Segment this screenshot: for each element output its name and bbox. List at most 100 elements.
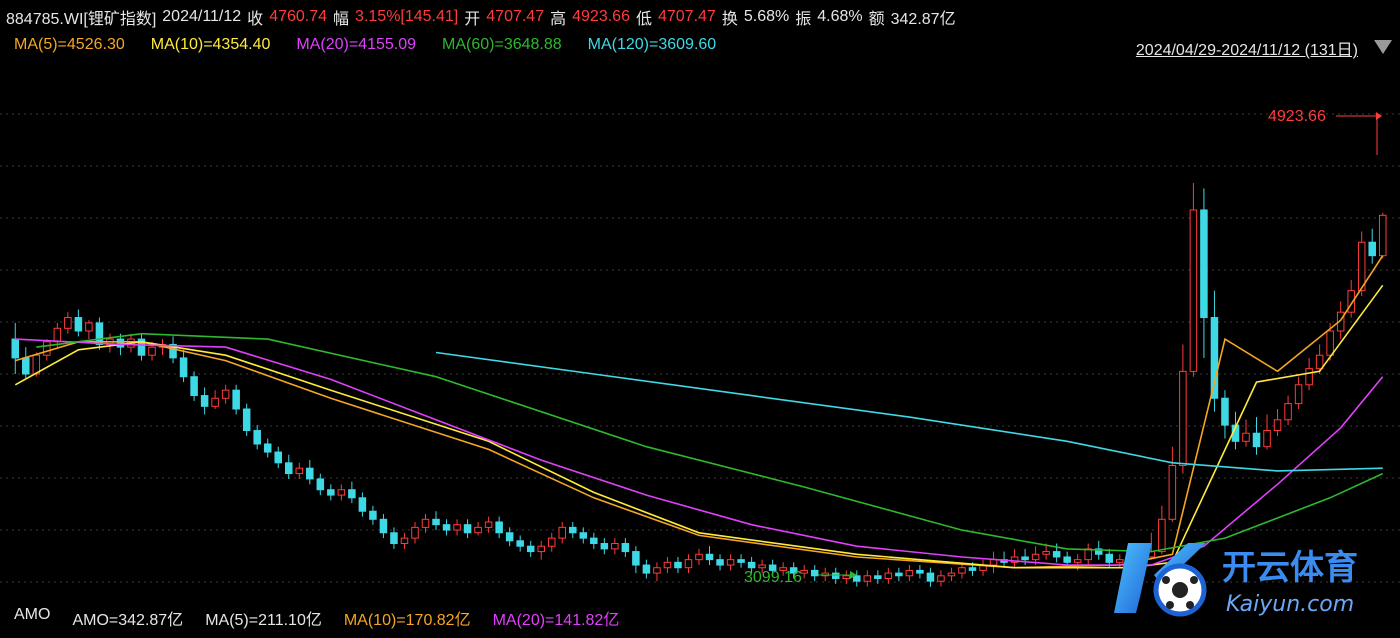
candles-layer xyxy=(11,183,1387,587)
svg-text:Kaiyun.com: Kaiyun.com xyxy=(1226,592,1354,617)
candle xyxy=(1221,390,1229,439)
candle xyxy=(842,570,851,584)
candle-body xyxy=(831,572,840,579)
candle-body xyxy=(1073,559,1082,563)
candle-body xyxy=(863,575,872,582)
candle xyxy=(64,312,72,334)
candle xyxy=(11,322,20,375)
candle xyxy=(695,548,703,566)
candle xyxy=(653,562,661,582)
candle xyxy=(95,317,104,350)
dropdown-arrow-icon[interactable] xyxy=(1374,40,1392,54)
candle xyxy=(1242,419,1250,447)
candle-body xyxy=(853,575,861,582)
candle xyxy=(579,527,588,544)
watermark-logo-icon: 开云体育 Kaiyun.com xyxy=(1114,543,1358,617)
candle xyxy=(800,565,808,579)
candle xyxy=(1158,505,1166,555)
candle-body xyxy=(1347,290,1355,313)
candle xyxy=(1315,344,1324,375)
ma120-legend[interactable]: MA(120)=3609.60 xyxy=(587,36,717,53)
candle xyxy=(253,425,261,450)
candle xyxy=(831,567,840,584)
candle xyxy=(179,349,188,383)
candle xyxy=(821,567,829,582)
ma10-legend[interactable]: MA(10)=4354.40 xyxy=(150,36,271,53)
candle xyxy=(421,513,430,533)
candle xyxy=(379,513,388,539)
date-range[interactable]: 2024/04/29-2024/11/12 (131日) xyxy=(1135,42,1358,59)
candle xyxy=(211,390,219,410)
candle xyxy=(958,562,966,579)
svg-text:开云体育: 开云体育 xyxy=(1222,548,1358,588)
candle-body xyxy=(306,467,314,480)
candle xyxy=(937,570,945,587)
candle xyxy=(358,492,367,517)
change-label: 幅 xyxy=(333,11,350,28)
candle-body xyxy=(148,346,156,356)
candle-body xyxy=(442,524,451,531)
candle-body xyxy=(400,537,409,545)
candle xyxy=(1284,395,1292,426)
candle-body xyxy=(1357,241,1366,292)
candle xyxy=(137,333,146,361)
candle-body xyxy=(179,357,188,378)
ma5-legend[interactable]: MA(5)=4526.30 xyxy=(14,36,125,53)
candle-body xyxy=(274,451,282,464)
candle xyxy=(85,320,93,340)
turnover-label: 换 xyxy=(721,11,738,28)
candle-body xyxy=(421,518,430,528)
candle xyxy=(663,556,672,574)
candle-body xyxy=(22,357,30,375)
close-label: 收 xyxy=(247,11,264,28)
candle xyxy=(705,546,714,566)
candle-body xyxy=(789,567,798,574)
candle xyxy=(600,538,609,555)
candle-body xyxy=(947,572,956,577)
candle-body xyxy=(1052,551,1061,558)
annotations-layer: 4923.66 3099.16 xyxy=(744,108,1382,586)
index-code[interactable]: 884785.WI[锂矿指数] xyxy=(6,11,157,28)
candle-body xyxy=(800,569,808,574)
candle xyxy=(1305,357,1313,391)
candle-body xyxy=(1326,330,1334,356)
amo-value: AMO=342.87亿 xyxy=(72,612,184,629)
candle-body xyxy=(758,564,766,569)
candle-body xyxy=(505,532,514,542)
ma60-legend[interactable]: MA(60)=3648.88 xyxy=(442,36,562,53)
candle-body xyxy=(611,543,619,550)
candle xyxy=(1252,417,1261,455)
candle xyxy=(726,554,735,571)
candle-body xyxy=(11,338,20,359)
candle xyxy=(190,371,198,401)
quote-header: 884785.WI[锂矿指数] 2024/11/12 收 4760.74 幅 3… xyxy=(6,4,962,30)
candle-body xyxy=(474,526,482,534)
candle xyxy=(505,527,514,547)
amo-label[interactable]: AMO xyxy=(14,606,51,623)
candle-body xyxy=(1158,518,1166,553)
candle-body xyxy=(221,389,230,399)
open-label: 开 xyxy=(464,11,481,28)
candle xyxy=(611,538,619,555)
candle-body xyxy=(1168,465,1177,520)
candle-body xyxy=(1221,397,1229,426)
candle xyxy=(789,562,798,579)
candle-body xyxy=(116,338,125,348)
candle-body xyxy=(1200,209,1208,319)
candle-body xyxy=(516,540,524,547)
candle xyxy=(169,336,177,364)
candle xyxy=(1347,279,1355,318)
candle xyxy=(926,567,935,587)
ma-line-ma20 xyxy=(15,338,1384,566)
candle-body xyxy=(1031,553,1040,561)
candle-body xyxy=(569,526,577,534)
candle xyxy=(221,384,230,404)
ma-line-ma5 xyxy=(15,255,1384,569)
candle-body xyxy=(284,462,293,475)
candle-body xyxy=(263,443,272,453)
candle-body xyxy=(716,559,724,566)
amo-ma10: MA(10)=170.82亿 xyxy=(343,612,471,629)
candle xyxy=(1189,183,1198,377)
ma20-legend[interactable]: MA(20)=4155.09 xyxy=(296,36,417,53)
candle-body xyxy=(1116,559,1124,563)
